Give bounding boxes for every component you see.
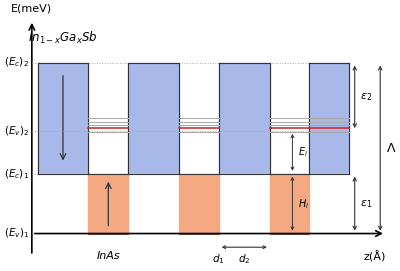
Text: InAs: InAs	[96, 251, 120, 261]
Text: z(Å): z(Å)	[364, 251, 386, 262]
Text: $\Lambda$: $\Lambda$	[386, 141, 396, 154]
Text: $\varepsilon_2$: $\varepsilon_2$	[360, 91, 372, 103]
Text: $\varepsilon_1$: $\varepsilon_1$	[360, 198, 373, 209]
Text: $H_i$: $H_i$	[298, 197, 309, 211]
Text: d$_1$: d$_1$	[212, 252, 225, 266]
Text: In$_{1-x}$Ga$_x$Sb: In$_{1-x}$Ga$_x$Sb	[28, 30, 98, 46]
Text: $(E_c)_2$: $(E_c)_2$	[4, 56, 29, 69]
Text: E(meV): E(meV)	[11, 3, 52, 13]
Text: $(E_v)_1$: $(E_v)_1$	[4, 227, 29, 240]
Text: $(E_v)_2$: $(E_v)_2$	[4, 124, 29, 138]
Text: $(E_c)_1$: $(E_c)_1$	[4, 167, 29, 180]
Text: d$_2$: d$_2$	[238, 252, 250, 266]
Text: $E_i$: $E_i$	[298, 146, 308, 159]
